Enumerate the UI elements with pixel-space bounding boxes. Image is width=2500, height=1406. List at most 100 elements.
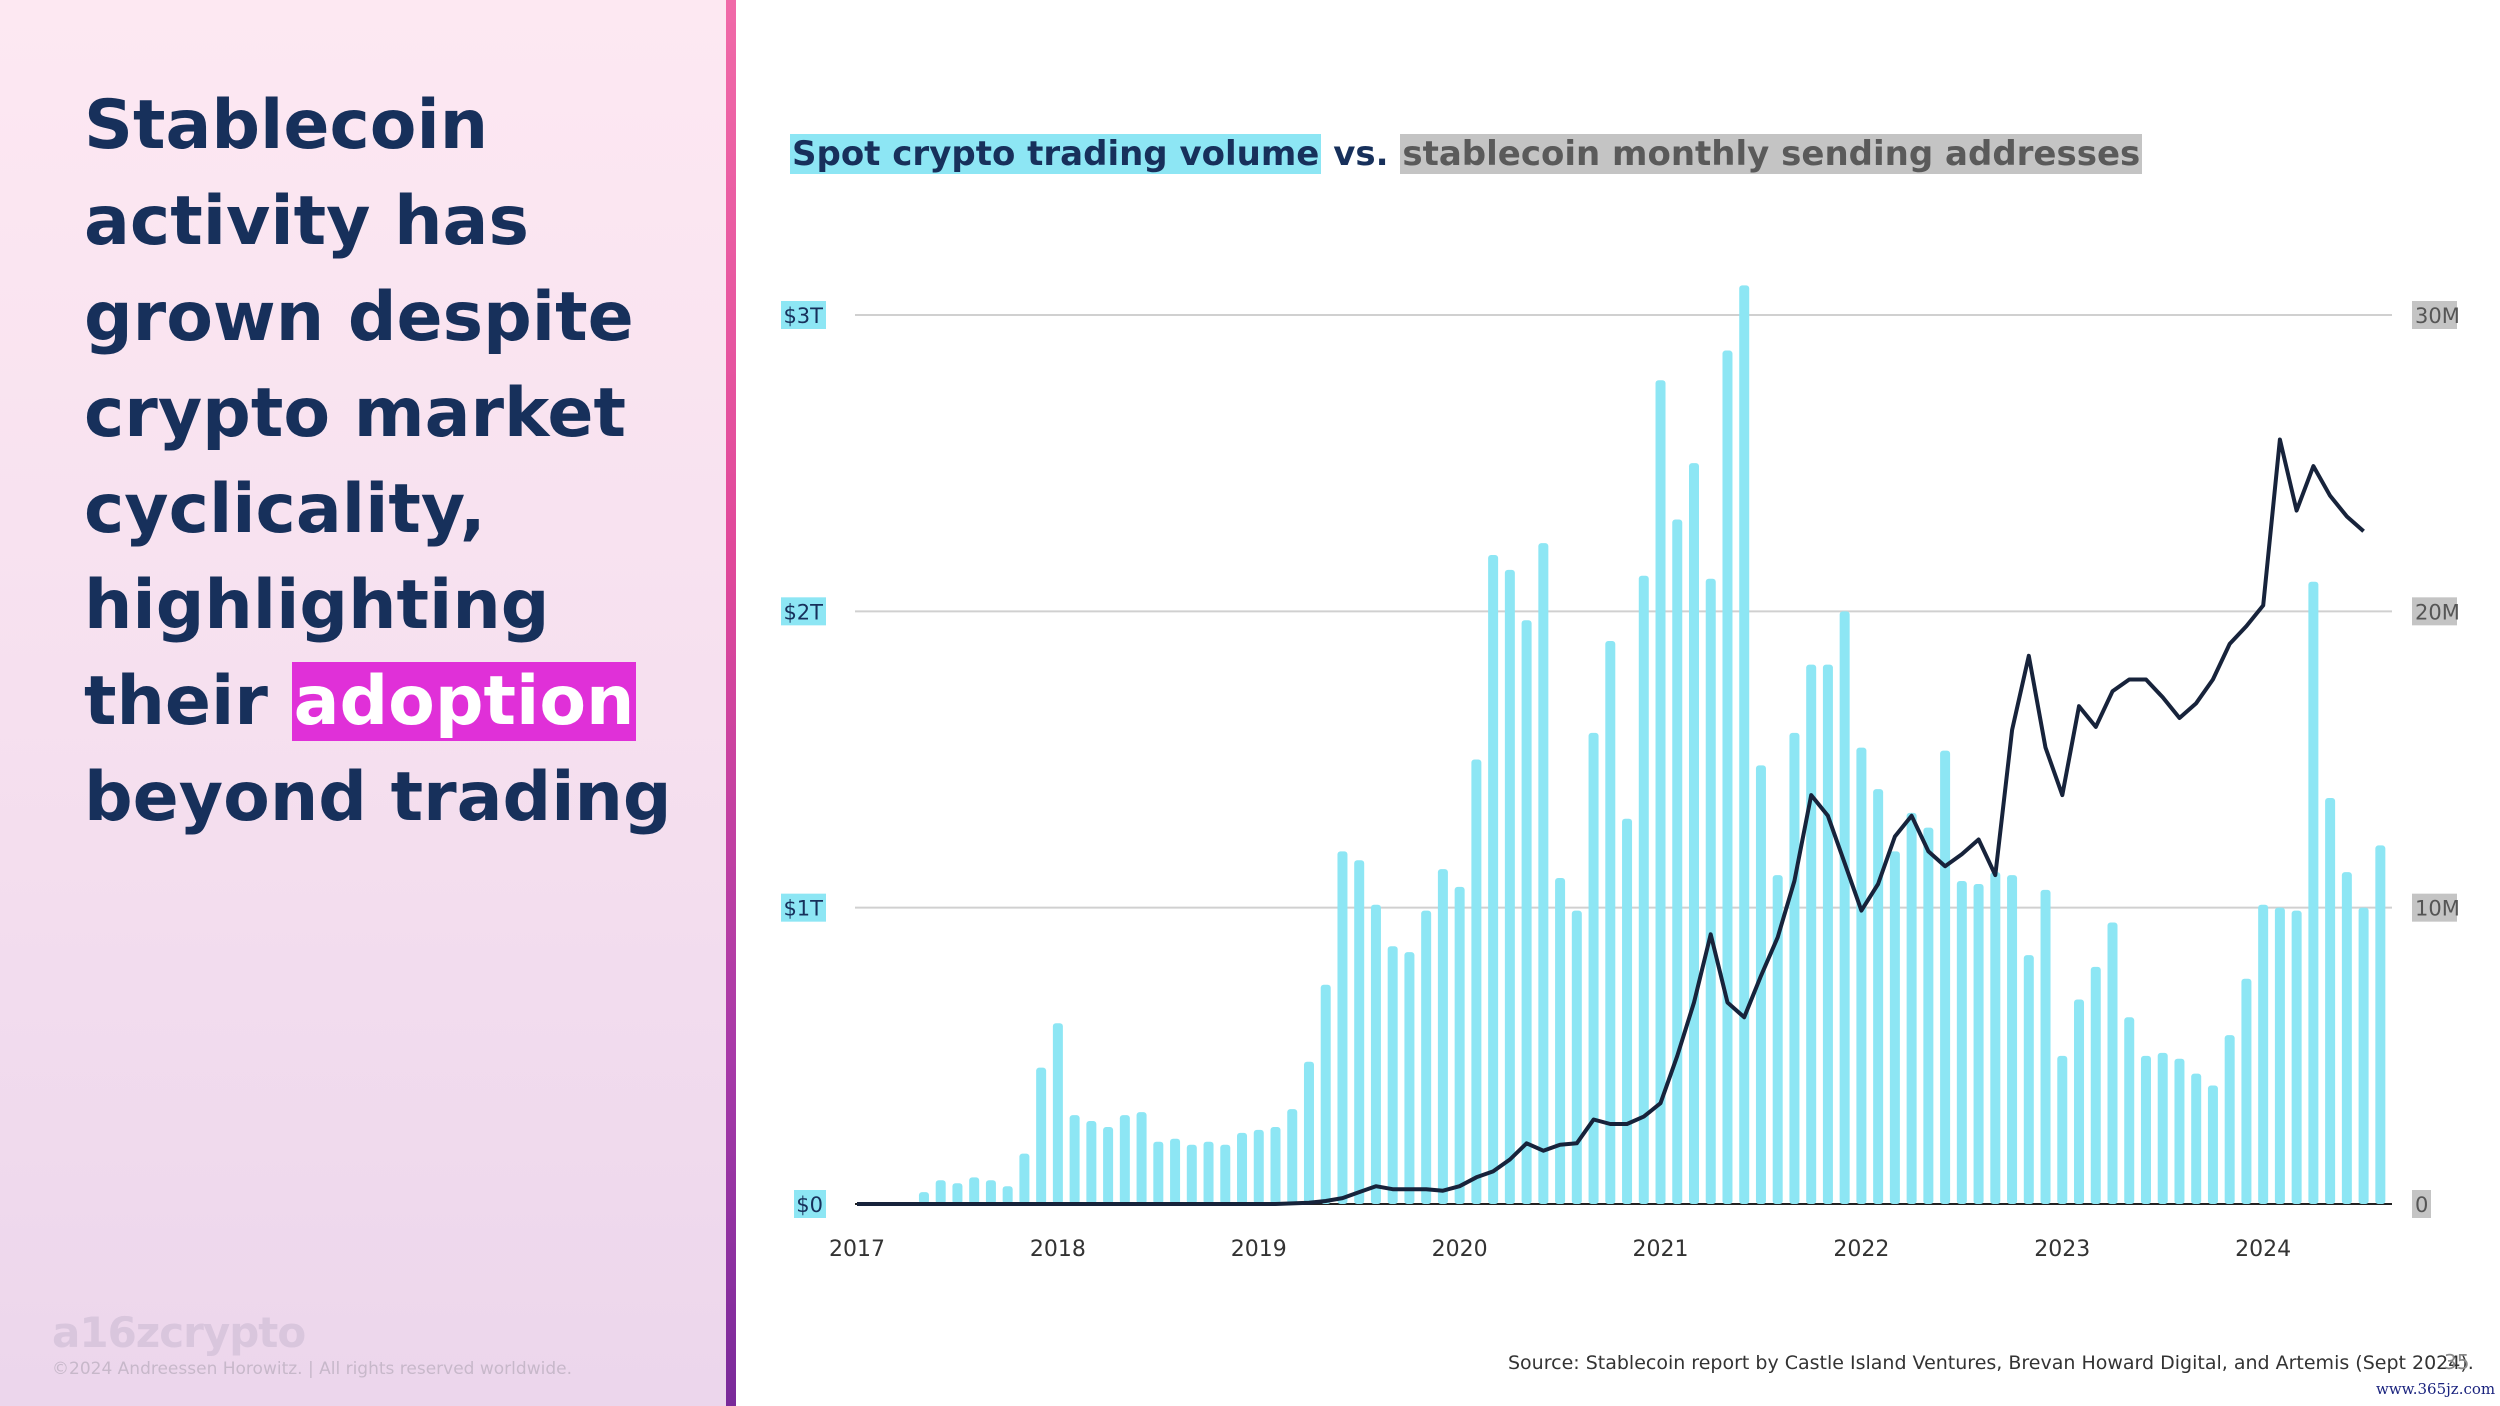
volume-bar — [1571, 910, 1582, 1204]
right-tick-bg — [2412, 1190, 2431, 1218]
volume-bar — [1672, 519, 1683, 1204]
x-tick-label: 2024 — [2235, 1237, 2291, 1262]
x-tick-label: 2019 — [1231, 1237, 1287, 1262]
addresses-line-group — [857, 437, 2365, 1206]
volume-bar — [1454, 886, 1465, 1204]
volume-bar — [1588, 732, 1599, 1204]
volume-bar — [1253, 1129, 1264, 1204]
volume-bar — [1839, 611, 1850, 1204]
volume-vs-addresses-chart: $0 $1T $2T $3T 0 10M 20M 30M 2017 2018 2019 2020 202… — [781, 285, 2460, 1262]
volume-bar — [2007, 875, 2018, 1204]
volume-bar — [1622, 818, 1633, 1204]
volume-bar — [1856, 747, 1867, 1204]
volume-bar — [2023, 955, 2034, 1204]
x-tick-label: 2022 — [1833, 1237, 1889, 1262]
left-tick-label: $3T — [783, 304, 823, 328]
volume-bar — [1488, 555, 1499, 1204]
volume-bar — [2375, 845, 2386, 1204]
volume-bar — [1002, 1186, 1013, 1204]
volume-bar — [1973, 883, 1984, 1204]
right-tick-label: 20M — [2415, 600, 2460, 624]
headline-highlight: adoption — [291, 662, 637, 741]
right-tick-label: 30M — [2415, 304, 2460, 328]
left-tick-bg — [781, 301, 826, 329]
volume-bar — [1287, 1109, 1298, 1204]
volume-bar — [1873, 789, 1884, 1204]
volume-bar — [1956, 880, 1967, 1204]
left-tick-label: $2T — [783, 600, 823, 624]
left-tick-bg — [794, 1190, 826, 1218]
volume-bar — [1521, 620, 1532, 1204]
volume-bar — [969, 1177, 980, 1204]
volume-bar — [985, 1180, 996, 1204]
volume-bar — [1153, 1141, 1164, 1204]
volume-bar — [2107, 922, 2118, 1204]
x-tick-label: 2017 — [829, 1237, 885, 1262]
volume-bar — [1370, 904, 1381, 1204]
axis-labels: $0 $1T $2T $3T 0 10M 20M 30M 2017 2018 2019 2020 202… — [781, 301, 2460, 1262]
volume-bar — [1739, 285, 1750, 1204]
left-tick-bg — [781, 893, 826, 922]
volume-bar — [2241, 978, 2252, 1204]
volume-bar — [1722, 350, 1733, 1204]
volume-bar — [2207, 1085, 2218, 1204]
volume-bar — [2057, 1055, 2068, 1204]
volume-bar — [1237, 1132, 1248, 1204]
right-tick-label: 0 — [2415, 1193, 2428, 1217]
volume-bar — [2308, 581, 2319, 1204]
volume-bar — [1538, 543, 1549, 1204]
left-tick-bg — [781, 597, 826, 626]
left-tick-label: $1T — [783, 897, 823, 921]
chart-title-addresses: stablecoin monthly sending addresses — [1400, 134, 2143, 174]
volume-bar — [1705, 578, 1716, 1204]
volume-bar — [1052, 1023, 1063, 1204]
volume-bar — [1822, 664, 1833, 1204]
volume-bar — [1069, 1115, 1080, 1204]
volume-bar — [1303, 1061, 1314, 1204]
volume-bar — [1504, 569, 1515, 1204]
volume-bar — [1019, 1153, 1030, 1204]
volume-bar — [1990, 872, 2001, 1204]
volume-bar — [1471, 759, 1482, 1204]
volume-bars — [918, 285, 2386, 1205]
volume-bar — [1755, 765, 1766, 1204]
volume-bar — [1772, 875, 1783, 1204]
copyright-notice: ©2024 Andreessen Horowitz. | All rights … — [52, 1359, 572, 1379]
headline-text: Stablecoin activity has grown despite cr… — [84, 86, 634, 741]
volume-bar — [2074, 999, 2085, 1204]
volume-bar — [1337, 851, 1348, 1204]
volume-bar — [2341, 872, 2352, 1204]
page-number: 35 — [2444, 1350, 2470, 1374]
volume-bar — [1806, 664, 1817, 1204]
volume-bar — [1119, 1115, 1130, 1204]
volume-bar — [2174, 1058, 2185, 1204]
addresses-line — [857, 437, 2365, 1206]
volume-bar — [918, 1192, 929, 1204]
volume-bar — [1220, 1144, 1231, 1204]
volume-bar — [1889, 851, 1900, 1204]
left-tick-label: $0 — [796, 1193, 823, 1217]
volume-bar — [1320, 984, 1331, 1204]
volume-bar — [1789, 732, 1800, 1204]
chart-title-vs: vs. — [1321, 134, 1401, 174]
accent-divider — [726, 0, 736, 1406]
volume-bar — [1437, 869, 1448, 1204]
a16zcrypto-logo: a16zcrypto — [52, 1308, 306, 1357]
headline: Stablecoin activity has grown despite cr… — [84, 78, 724, 846]
volume-bar — [2224, 1035, 2235, 1204]
x-tick-label: 2023 — [2034, 1237, 2090, 1262]
volume-bar — [2258, 904, 2269, 1204]
x-tick-label: 2020 — [1432, 1237, 1488, 1262]
left-panel: Stablecoin activity has grown despite cr… — [0, 0, 726, 1406]
volume-bar — [1421, 910, 1432, 1204]
volume-bar — [935, 1180, 946, 1204]
chart-title-volume: Spot crypto trading volume — [790, 134, 1322, 174]
volume-bar — [2124, 1017, 2135, 1204]
volume-bar — [1036, 1067, 1047, 1204]
volume-bar — [1354, 860, 1365, 1204]
volume-bar — [1555, 878, 1566, 1204]
volume-bar — [952, 1183, 963, 1204]
volume-bar — [2040, 889, 2051, 1204]
volume-bar — [1103, 1126, 1114, 1204]
volume-bar — [2191, 1073, 2202, 1204]
